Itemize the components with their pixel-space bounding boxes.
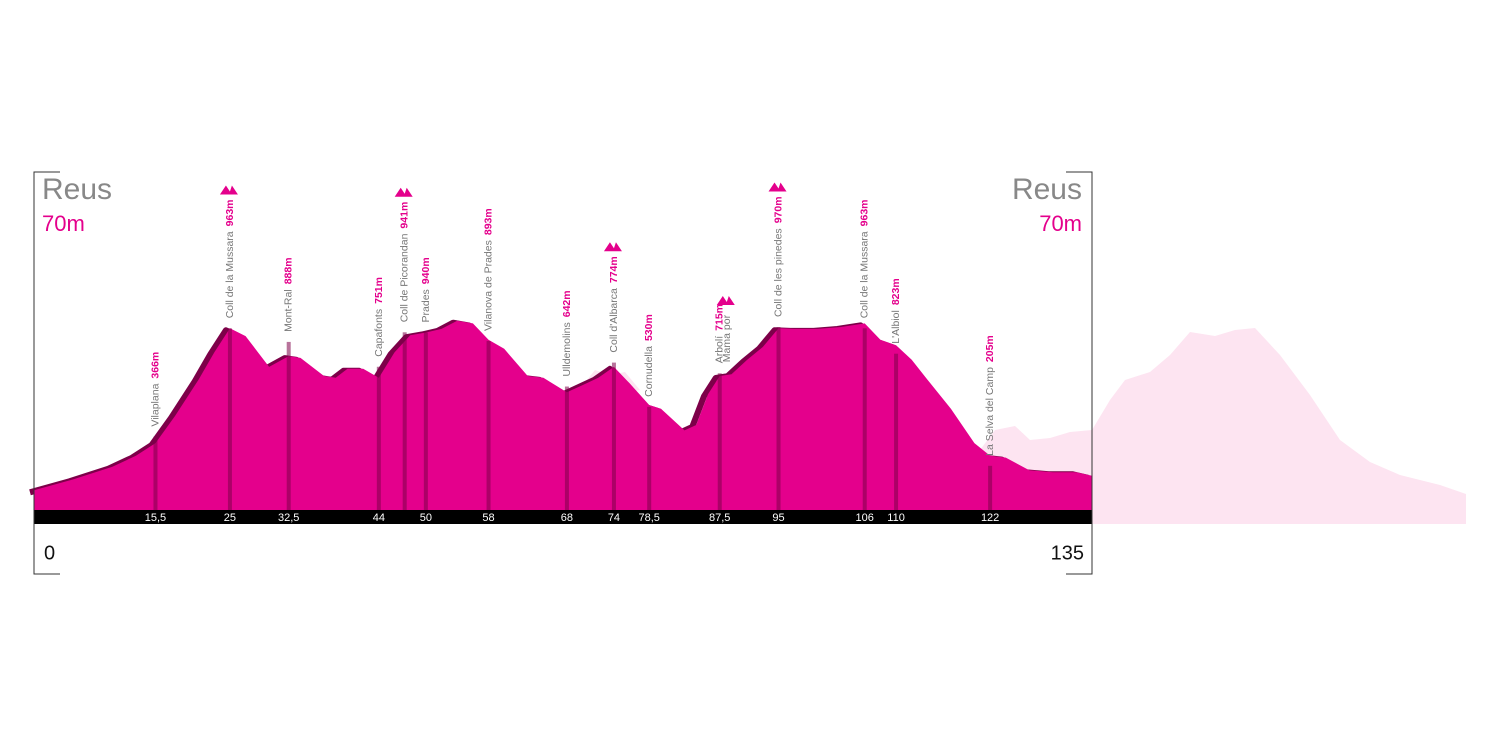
waypoint-name: Ulldemolins bbox=[561, 322, 573, 376]
waypoint-stripe bbox=[988, 465, 993, 510]
waypoint-elevation: 205m bbox=[984, 335, 996, 362]
waypoint-elevation: 941m bbox=[398, 202, 410, 229]
waypoint-name: Capafonts bbox=[373, 309, 385, 357]
waypoint-elevation: 715m bbox=[714, 304, 726, 331]
waypoint-name: Vilaplana bbox=[149, 383, 161, 426]
x-limit-label: 0 bbox=[44, 542, 55, 564]
x-tick-label: 122 bbox=[981, 512, 999, 524]
end-name: Reus bbox=[1012, 173, 1082, 206]
profile-area bbox=[34, 320, 1092, 510]
waypoint-elevation: 888m bbox=[282, 257, 294, 284]
waypoint-name: L'Albiol bbox=[890, 310, 902, 344]
background-ghost bbox=[980, 328, 1466, 524]
waypoint-stripe bbox=[776, 327, 781, 510]
waypoint-name: Coll de Picorandan bbox=[398, 233, 410, 322]
waypoint-elevation: 774m bbox=[608, 256, 620, 283]
waypoint-name: Coll d'Albarca bbox=[608, 288, 620, 353]
waypoint-elevation: 893m bbox=[482, 208, 494, 235]
waypoint-stripe bbox=[611, 362, 616, 510]
x-tick-label: 110 bbox=[887, 512, 905, 524]
waypoint-name: Coll de la Mussara bbox=[859, 231, 871, 318]
waypoint-label: Coll de les pinedes 970m bbox=[772, 196, 784, 317]
summit-icon bbox=[394, 187, 413, 197]
summit-icon bbox=[768, 182, 787, 192]
x-tick-label: 87,5 bbox=[709, 512, 730, 524]
waypoint-elevation: 823m bbox=[890, 278, 902, 305]
waypoint-label: Mama por bbox=[721, 314, 733, 362]
summit-icon bbox=[716, 295, 735, 305]
waypoint-name: Prades bbox=[420, 289, 432, 322]
waypoint-label: Mont-Ral 888m bbox=[282, 257, 294, 331]
waypoint-name: La Selva del Camp bbox=[984, 367, 996, 456]
waypoint-label: Coll d'Albarca 774m bbox=[608, 256, 620, 352]
start-elevation: 70m bbox=[42, 211, 85, 236]
waypoint-label: Ulldemolins 642m bbox=[561, 290, 573, 376]
waypoint-label: Capafonts 751m bbox=[373, 277, 385, 357]
waypoint-name: Arbolí bbox=[714, 336, 726, 364]
start-name: Reus bbox=[42, 173, 112, 206]
x-tick-label: 50 bbox=[420, 512, 432, 524]
waypoint-stripe bbox=[227, 328, 232, 510]
waypoint-label: L'Albiol 823m bbox=[890, 278, 902, 343]
waypoint-stripe bbox=[376, 366, 381, 510]
waypoint-label: Coll de Picorandan 941m bbox=[398, 202, 410, 323]
x-tick-label: 32,5 bbox=[278, 512, 299, 524]
waypoint-name: Cornudella bbox=[643, 346, 655, 397]
waypoint-label: Cornudella 530m bbox=[643, 314, 655, 397]
waypoint-name: Mama por bbox=[721, 314, 733, 362]
waypoint-elevation: 366m bbox=[149, 352, 161, 379]
x-tick-label: 106 bbox=[856, 512, 874, 524]
x-tick-label: 58 bbox=[482, 512, 494, 524]
x-limit-label: 135 bbox=[1051, 542, 1084, 564]
waypoint-label: Vilanova de Prades 893m bbox=[482, 208, 494, 331]
summit-icon bbox=[603, 242, 622, 252]
waypoint-stripe bbox=[423, 332, 428, 510]
waypoint-elevation: 963m bbox=[224, 199, 236, 226]
x-tick-label: 74 bbox=[608, 512, 620, 524]
waypoint-name: Mont-Ral bbox=[282, 289, 294, 332]
waypoint-elevation: 940m bbox=[420, 257, 432, 284]
x-tick-label: 95 bbox=[772, 512, 784, 524]
x-tick-label: 25 bbox=[224, 512, 236, 524]
waypoint-elevation: 970m bbox=[772, 196, 784, 223]
waypoint-elevation: 530m bbox=[643, 314, 655, 341]
waypoint-elevation: 642m bbox=[561, 290, 573, 317]
waypoint-stripe bbox=[286, 341, 291, 510]
x-tick-label: 68 bbox=[561, 512, 573, 524]
x-axis-bar bbox=[34, 510, 1092, 524]
x-tick-label: 15,5 bbox=[145, 512, 166, 524]
x-tick-label: 78,5 bbox=[638, 512, 659, 524]
frame-corner bbox=[1066, 171, 1093, 575]
waypoint-stripe bbox=[402, 332, 407, 510]
waypoint-elevation: 751m bbox=[373, 277, 385, 304]
frame-corner bbox=[33, 171, 60, 575]
waypoint-stripe bbox=[564, 386, 569, 510]
waypoint-label: Arbolí 715m bbox=[714, 304, 726, 363]
x-tick-label: 44 bbox=[373, 512, 385, 524]
waypoint-label: La Selva del Camp 205m bbox=[984, 335, 996, 456]
waypoint-stripe bbox=[894, 353, 899, 510]
waypoint-elevation: 963m bbox=[859, 199, 871, 226]
end-elevation: 70m bbox=[1039, 211, 1082, 236]
summit-icon bbox=[219, 185, 238, 195]
plot bbox=[29, 319, 1092, 510]
waypoint-name: Coll de la Mussara bbox=[224, 231, 236, 318]
waypoint-label: Coll de la Mussara 963m bbox=[859, 199, 871, 318]
waypoint-stripe bbox=[717, 373, 722, 510]
waypoint-label: Vilaplana 366m bbox=[149, 352, 161, 427]
waypoint-label: Prades 940m bbox=[420, 257, 432, 322]
waypoint-name: Coll de les pinedes bbox=[772, 228, 784, 317]
waypoint-name: Vilanova de Prades bbox=[482, 240, 494, 331]
waypoint-stripe bbox=[862, 328, 867, 510]
waypoint-label: Coll de la Mussara 963m bbox=[224, 199, 236, 318]
waypoint-stripe bbox=[486, 341, 491, 510]
waypoint-stripe bbox=[647, 406, 652, 510]
waypoint-stripe bbox=[153, 436, 158, 510]
